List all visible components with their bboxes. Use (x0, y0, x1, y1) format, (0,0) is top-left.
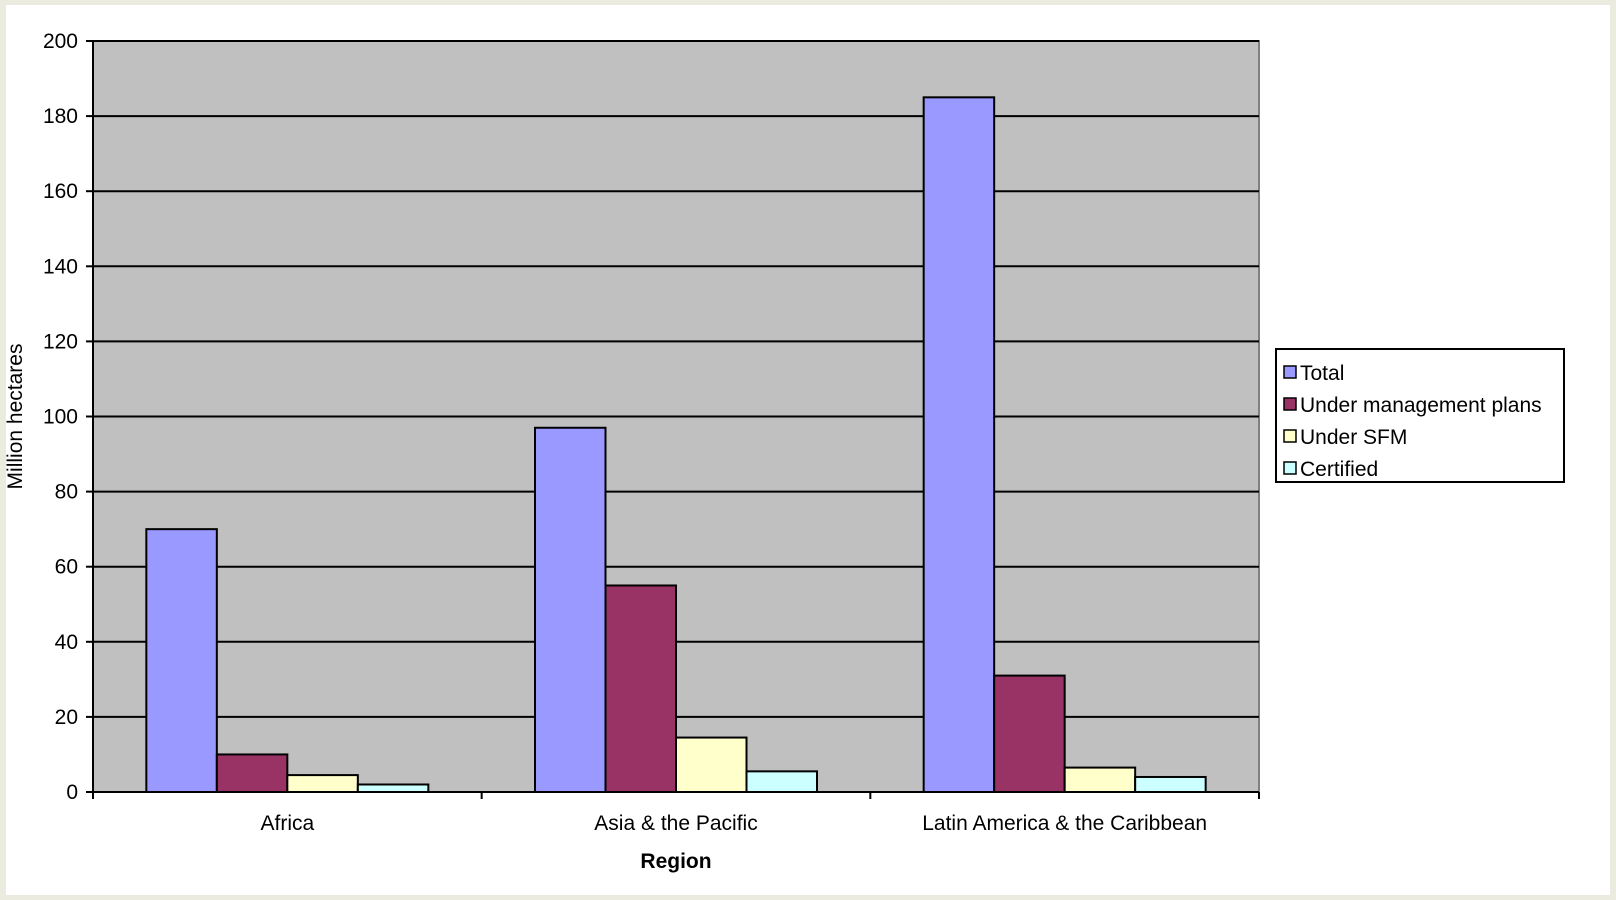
legend-label: Under SFM (1300, 426, 1407, 449)
chart-container: 0 20 40 60 80 100 120 140 160 180 200 Africa Asia &… (6, 5, 1610, 895)
bar-under-management-plans-asia-the-pacific (604, 584, 677, 793)
legend-swatch (1283, 461, 1297, 475)
y-tick-label: 200 (43, 30, 78, 53)
bar-under-management-plans-latin-america-the-caribbean (993, 674, 1066, 793)
legend: Total Under management plans Under SFM Cert… (1275, 348, 1565, 483)
legend-swatch (1283, 397, 1297, 411)
bar-chart: 0 20 40 60 80 100 120 140 160 180 200 Africa Asia &… (6, 30, 1565, 873)
bar-certified-latin-america-the-caribbean (1134, 775, 1207, 793)
legend-swatch (1283, 365, 1297, 379)
y-tick-label: 160 (43, 180, 78, 203)
bar-certified-africa (356, 783, 430, 793)
x-axis-title: Region (640, 850, 711, 873)
y-tick-label: 100 (43, 406, 78, 429)
x-tick-labels: Africa Asia & the Pacific Latin America & … (260, 812, 1207, 835)
bar-under-sfm-asia-the-pacific (675, 736, 748, 793)
y-tick-label: 20 (55, 706, 78, 729)
bar-total-latin-america-the-caribbean (922, 96, 996, 793)
y-tick-label: 120 (43, 330, 78, 353)
y-tick-label: 60 (55, 556, 78, 579)
legend-swatch (1283, 429, 1297, 443)
bar-under-management-plans-africa (215, 753, 289, 794)
legend-box (1275, 348, 1565, 483)
x-tick-label: Asia & the Pacific (594, 812, 757, 835)
y-axis-title: Million hectares (6, 344, 27, 490)
bar-under-sfm-africa (286, 774, 359, 793)
x-tick-label: Latin America & the Caribbean (922, 812, 1207, 835)
bar-total-asia-the-pacific (534, 426, 607, 793)
axes (86, 40, 1260, 799)
y-tick-label: 0 (66, 781, 78, 804)
y-tick-label: 140 (43, 255, 78, 278)
x-tick-label: Africa (260, 812, 314, 835)
y-tick-label: 180 (43, 105, 78, 128)
legend-label: Under management plans (1300, 394, 1542, 417)
bar-total-africa (145, 528, 218, 794)
y-tick-label: 40 (55, 631, 78, 654)
y-tick-label: 80 (55, 481, 78, 504)
y-tick-labels: 0 20 40 60 80 100 120 140 160 180 200 (43, 30, 78, 804)
bar-under-sfm-latin-america-the-caribbean (1063, 766, 1137, 794)
legend-label: Certified (1300, 458, 1378, 481)
legend-label: Total (1300, 362, 1344, 385)
bar-certified-asia-the-pacific (745, 770, 818, 793)
